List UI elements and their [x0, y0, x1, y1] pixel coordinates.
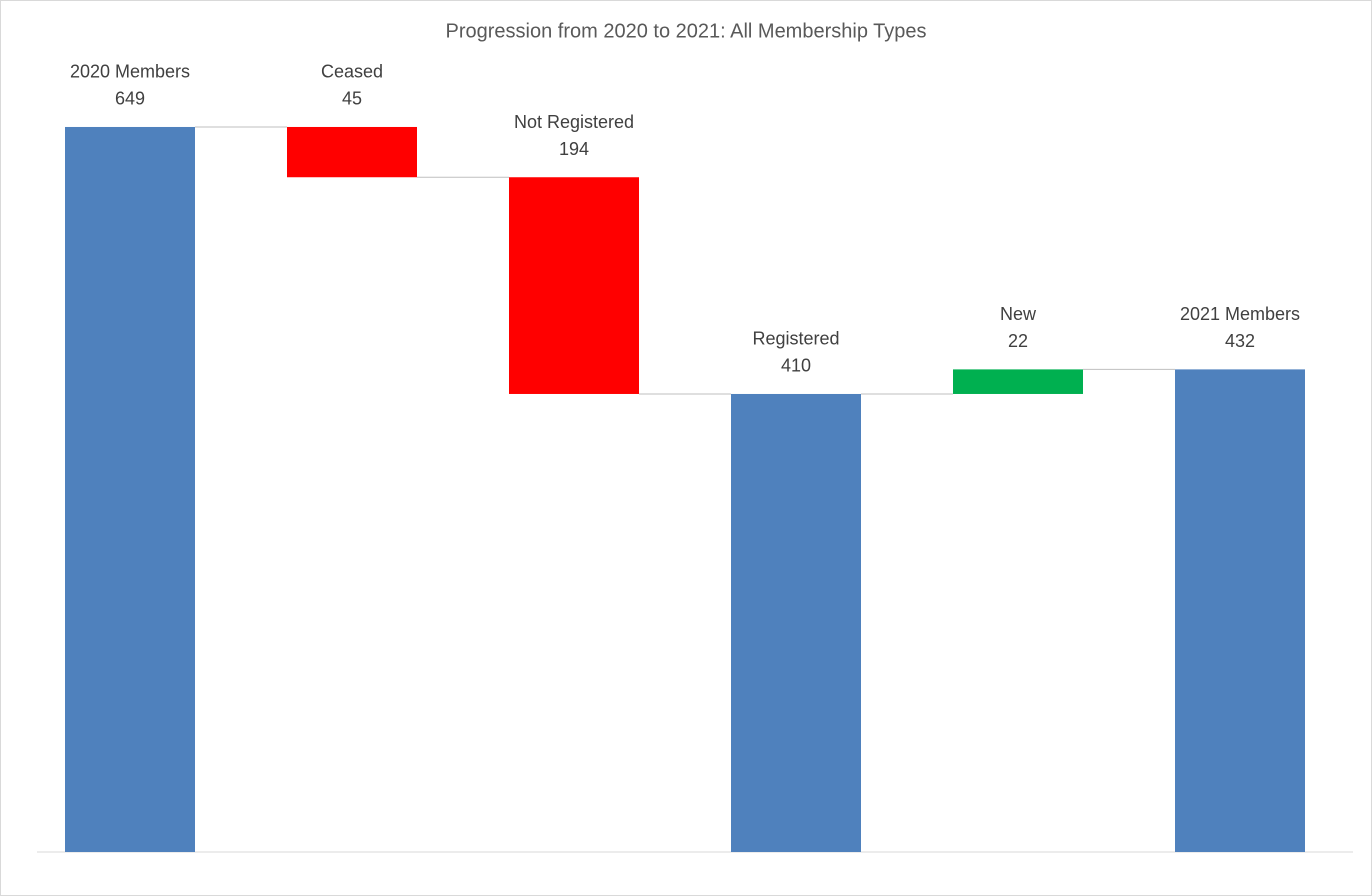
value-label: 649: [115, 89, 145, 109]
category-label: Not Registered: [514, 112, 634, 132]
value-label: 22: [1008, 331, 1028, 351]
value-label: 410: [781, 356, 811, 376]
category-label: Ceased: [321, 62, 383, 82]
category-label: 2021 Members: [1180, 304, 1300, 324]
value-label: 194: [559, 139, 589, 159]
category-label: Registered: [752, 329, 839, 349]
value-label: 432: [1225, 331, 1255, 351]
chart-title: Progression from 2020 to 2021: All Membe…: [446, 20, 927, 42]
bar: [731, 393, 861, 852]
bar: [287, 126, 417, 178]
bar: [953, 369, 1083, 394]
category-label: 2020 Members: [70, 62, 190, 82]
bar: [65, 126, 195, 852]
bar: [1175, 369, 1305, 852]
value-label: 45: [342, 89, 362, 109]
bar: [509, 177, 639, 394]
category-label: New: [1000, 304, 1037, 324]
